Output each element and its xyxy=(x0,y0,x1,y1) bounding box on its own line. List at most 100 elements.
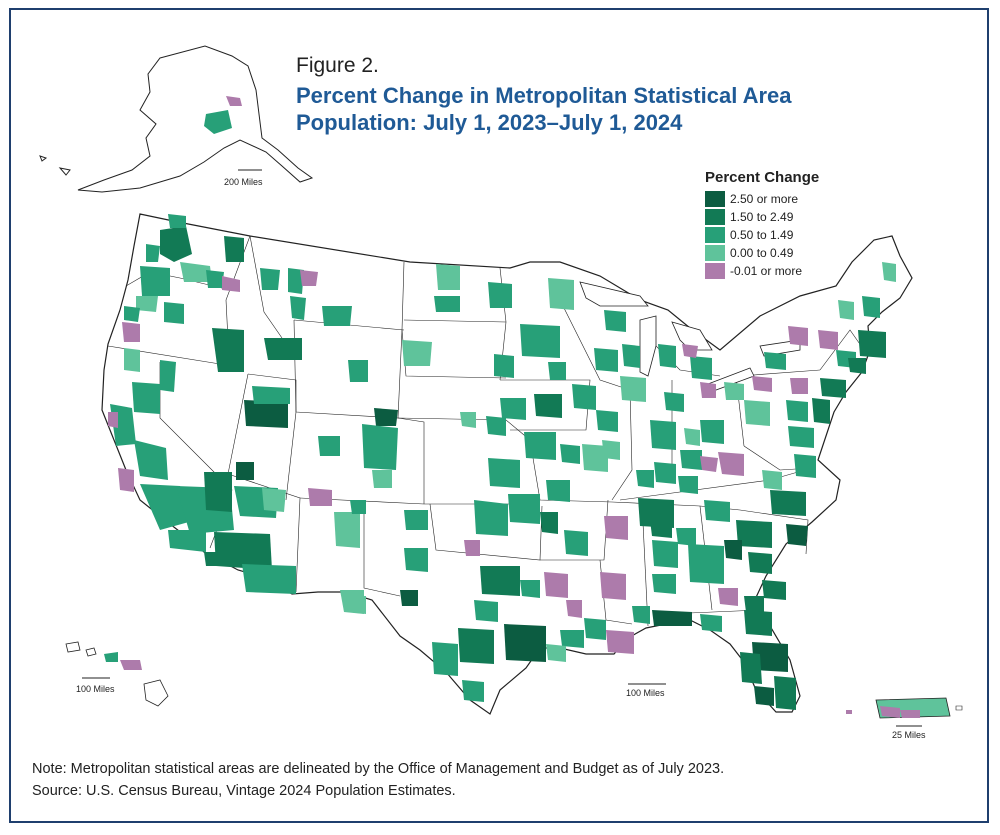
metro-huntington xyxy=(700,456,718,472)
alaska-metros xyxy=(204,96,242,134)
metro-fairbanks xyxy=(204,110,232,134)
alaska-scale: 200 Miles xyxy=(224,169,263,187)
metro-bismarck xyxy=(436,264,460,290)
legend-label: 0.00 to 0.49 xyxy=(730,246,794,260)
metro-madison xyxy=(594,348,618,372)
metro-flint xyxy=(682,344,698,358)
figure-label: Figure 2. xyxy=(296,54,379,77)
metro-cleveland xyxy=(724,382,744,400)
metro-charleston-wv xyxy=(718,452,744,476)
metro-missoula xyxy=(288,268,304,294)
metro-columbia-sc xyxy=(748,552,772,574)
metro-yakima xyxy=(180,262,212,282)
metro-chattanooga xyxy=(676,528,696,546)
title-line-1: Percent Change in Metropolitan Statistic… xyxy=(296,83,792,108)
lake-huron xyxy=(671,321,713,351)
metro-birmingham xyxy=(652,540,678,568)
metro-billings xyxy=(322,306,352,326)
metro-anchorage xyxy=(226,96,242,106)
legend-swatch xyxy=(705,209,725,225)
metro-las-vegas xyxy=(204,472,232,512)
metro-chicago xyxy=(620,376,646,402)
metro-cincinnati xyxy=(680,450,702,470)
metro-memphis xyxy=(604,516,628,540)
conus-metros xyxy=(108,214,896,710)
metro-santa-fe xyxy=(350,500,366,514)
metro-fresno xyxy=(134,440,168,480)
metro-houston xyxy=(504,624,546,662)
source-text: Source: U.S. Census Bureau, Vintage 2024… xyxy=(32,783,456,799)
metro-orlando xyxy=(752,642,788,672)
metro-rochester-mn xyxy=(548,362,566,380)
metro-indianapolis xyxy=(650,420,676,450)
metro-roanoke xyxy=(762,470,782,490)
hawaii-inset: 100 Miles xyxy=(65,641,169,707)
metro-charleston-sc xyxy=(762,580,786,600)
metro-little-rock xyxy=(564,530,588,556)
metro-knoxville xyxy=(704,500,730,522)
legend-item: 0.00 to 0.49 xyxy=(705,244,819,262)
metro-scranton xyxy=(790,378,808,394)
metro-washington xyxy=(788,426,814,448)
metro-philadelphia xyxy=(812,398,830,424)
metro-phoenix xyxy=(214,532,272,570)
metro-honolulu xyxy=(104,652,118,662)
border-nv-ut xyxy=(227,373,249,475)
metro-oklahoma-city xyxy=(474,500,508,536)
metro-waco xyxy=(474,600,498,622)
legend-item: 0.50 to 1.49 xyxy=(705,226,819,244)
metro-augusta xyxy=(718,588,738,606)
metro-fort-myers xyxy=(754,686,774,706)
metro-medford xyxy=(122,322,140,342)
metro-seattle xyxy=(160,226,192,262)
metro-helena xyxy=(290,296,306,320)
metro-burlington xyxy=(838,300,854,320)
legend-item: 2.50 or more xyxy=(705,190,819,208)
metro-fort-wayne xyxy=(664,392,684,412)
metro-st-george xyxy=(236,462,254,480)
metro-sf-core xyxy=(108,412,118,428)
metro-harrisburg xyxy=(786,400,808,422)
border-carolinas xyxy=(739,509,809,555)
legend-item: 1.50 to 2.49 xyxy=(705,208,819,226)
metro-monroe xyxy=(566,600,582,618)
metro-grand-rapids xyxy=(658,344,676,368)
metro-raleigh xyxy=(770,490,806,516)
metro-grand-island xyxy=(460,412,476,428)
metro-rochester-ny xyxy=(764,352,786,370)
metro-cheyenne xyxy=(374,408,398,426)
border-id-mt xyxy=(249,235,283,339)
conus-scale: 100 Miles xyxy=(626,683,666,698)
alaska-scale-label: 200 Miles xyxy=(224,177,263,187)
metro-lafayette xyxy=(560,630,584,648)
metro-lawton xyxy=(464,540,480,556)
metro-boston xyxy=(858,330,886,358)
metro-columbus xyxy=(700,420,724,444)
metro-san-luis xyxy=(118,468,134,492)
metro-kahului xyxy=(120,660,142,670)
metro-austin xyxy=(458,628,494,664)
metro-dayton xyxy=(684,428,700,446)
metro-tampa xyxy=(740,652,762,684)
lake-superior xyxy=(579,281,649,307)
metro-richmond xyxy=(794,454,816,478)
metro-charlotte xyxy=(736,520,772,548)
metro-omaha xyxy=(500,398,526,420)
metro-sioux-falls xyxy=(494,354,514,378)
metro-great-falls xyxy=(300,270,318,286)
metro-mayaguez xyxy=(880,706,900,718)
metro-spokane xyxy=(224,236,244,262)
metro-portland-me xyxy=(862,296,880,318)
metro-jackson-ms xyxy=(600,572,626,600)
metro-huntsville xyxy=(650,520,672,538)
metro-st-louis xyxy=(582,444,608,472)
legend-swatch xyxy=(705,263,725,279)
metro-ponce xyxy=(900,710,920,718)
metro-savannah xyxy=(744,596,764,614)
metro-salt-lake xyxy=(244,400,288,428)
metro-pensacola xyxy=(652,610,692,626)
border-co-ks xyxy=(397,417,425,504)
metro-pueblo xyxy=(372,470,392,488)
metro-tucson xyxy=(242,564,296,594)
